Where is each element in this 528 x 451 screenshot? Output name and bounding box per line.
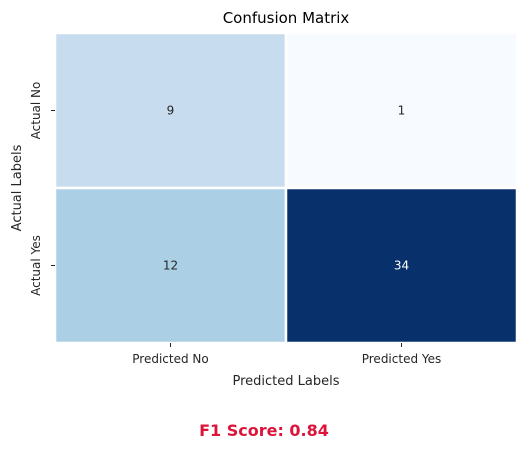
y-axis-ticks: Actual No Actual Yes <box>29 82 55 296</box>
heatmap-cell <box>53 31 288 190</box>
x-axis-ticks: Predicted No Predicted Yes <box>132 343 441 366</box>
x-tick-label: Predicted No <box>132 352 208 366</box>
cell-value-label: 1 <box>398 104 406 118</box>
x-axis-label: Predicted Labels <box>232 374 339 389</box>
cell-value-label: 34 <box>394 259 409 273</box>
y-tick-label: Actual No <box>29 82 43 140</box>
y-tick-label: Actual Yes <box>29 235 43 296</box>
chart-title: Confusion Matrix <box>223 9 350 27</box>
y-axis-label: Actual Labels <box>10 144 25 231</box>
cell-value-label: 9 <box>167 104 175 118</box>
heatmap-cell <box>284 31 519 190</box>
cell-value-label: 12 <box>163 259 178 273</box>
heatmap-cell <box>53 186 288 345</box>
x-tick-label: Predicted Yes <box>362 352 442 366</box>
f1-score-label: F1 Score: 0.84 <box>199 421 329 440</box>
heatmap-cell <box>284 186 519 345</box>
heatmap-cells: 9 1 12 34 <box>53 31 519 345</box>
